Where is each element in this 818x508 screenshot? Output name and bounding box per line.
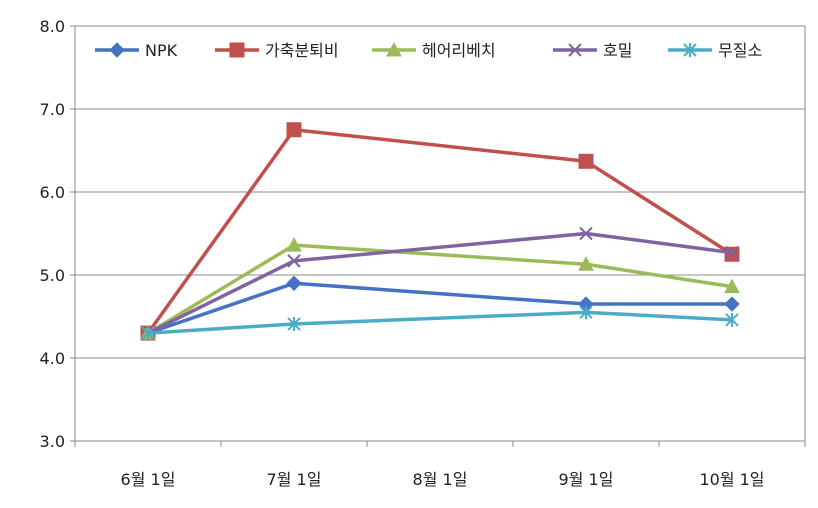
series-line — [147, 243, 733, 335]
legend-marker — [386, 41, 402, 57]
legend-marker — [109, 42, 125, 58]
series-line — [147, 281, 732, 335]
legend-item: 호밀 — [553, 41, 632, 60]
legend-item: 무질소 — [668, 41, 762, 60]
y-tick-label: 3.0 — [40, 432, 65, 451]
y-tick-label: 6.0 — [40, 183, 65, 202]
data-point-marker — [286, 122, 302, 138]
data-point-marker — [725, 245, 739, 260]
y-tick-label: 7.0 — [40, 100, 65, 119]
legend-label: 가축분퇴비 — [265, 41, 339, 60]
y-tick-label: 5.0 — [40, 266, 65, 285]
legend-item: 가축분퇴비 — [215, 41, 339, 60]
series-line — [147, 310, 733, 335]
legend-marker — [229, 42, 245, 58]
series-line — [146, 128, 733, 335]
series-lines — [140, 122, 740, 341]
x-category-label: 8월 1일 — [413, 470, 468, 489]
data-point-marker — [286, 237, 302, 252]
x-category-label: 7월 1일 — [267, 470, 322, 489]
legend-label: 호밀 — [603, 41, 632, 60]
data-point-marker — [578, 153, 594, 169]
axes — [70, 25, 806, 447]
series-5 — [141, 305, 739, 341]
y-tick-label: 4.0 — [40, 349, 65, 368]
data-point-marker — [724, 278, 740, 294]
series-line — [147, 231, 733, 335]
legend-item: NPK — [95, 41, 178, 60]
legend-marker — [568, 43, 582, 57]
data-point-marker — [725, 312, 739, 327]
data-point-marker — [579, 305, 593, 320]
data-point-marker — [579, 226, 593, 241]
plot-area-border — [74, 25, 806, 442]
x-category-label: 10월 1일 — [699, 470, 764, 489]
legend-label: NPK — [145, 41, 178, 60]
series-3 — [140, 237, 740, 340]
legend-marker — [683, 43, 697, 57]
series-2 — [140, 122, 740, 341]
data-point-marker — [141, 326, 155, 341]
data-point-marker — [287, 316, 301, 331]
data-point-marker — [724, 296, 740, 312]
data-point-marker — [578, 256, 594, 271]
data-point-marker — [287, 254, 301, 268]
y-axis-tick-labels: 3.0 4.0 5.0 6.0 7.0 8.0 — [40, 17, 65, 451]
data-point-marker — [286, 275, 302, 292]
legend-item: 헤어리베치 — [372, 41, 496, 60]
x-category-label: 9월 1일 — [559, 470, 614, 489]
series-1 — [140, 275, 740, 341]
x-axis-category-labels: 6월 1일 7월 1일 8월 1일 9월 1일 10월 1일 — [121, 470, 765, 489]
legend-label: 무질소 — [718, 41, 762, 60]
data-point-marker — [724, 246, 740, 262]
y-tick-label: 8.0 — [40, 17, 65, 36]
legend: NPK 가축분퇴비 헤어리베치 호밀 무질소 — [95, 41, 762, 60]
legend-label: 헤어리베치 — [422, 41, 496, 60]
x-category-label: 6월 1일 — [121, 470, 176, 489]
gridlines — [75, 25, 805, 442]
